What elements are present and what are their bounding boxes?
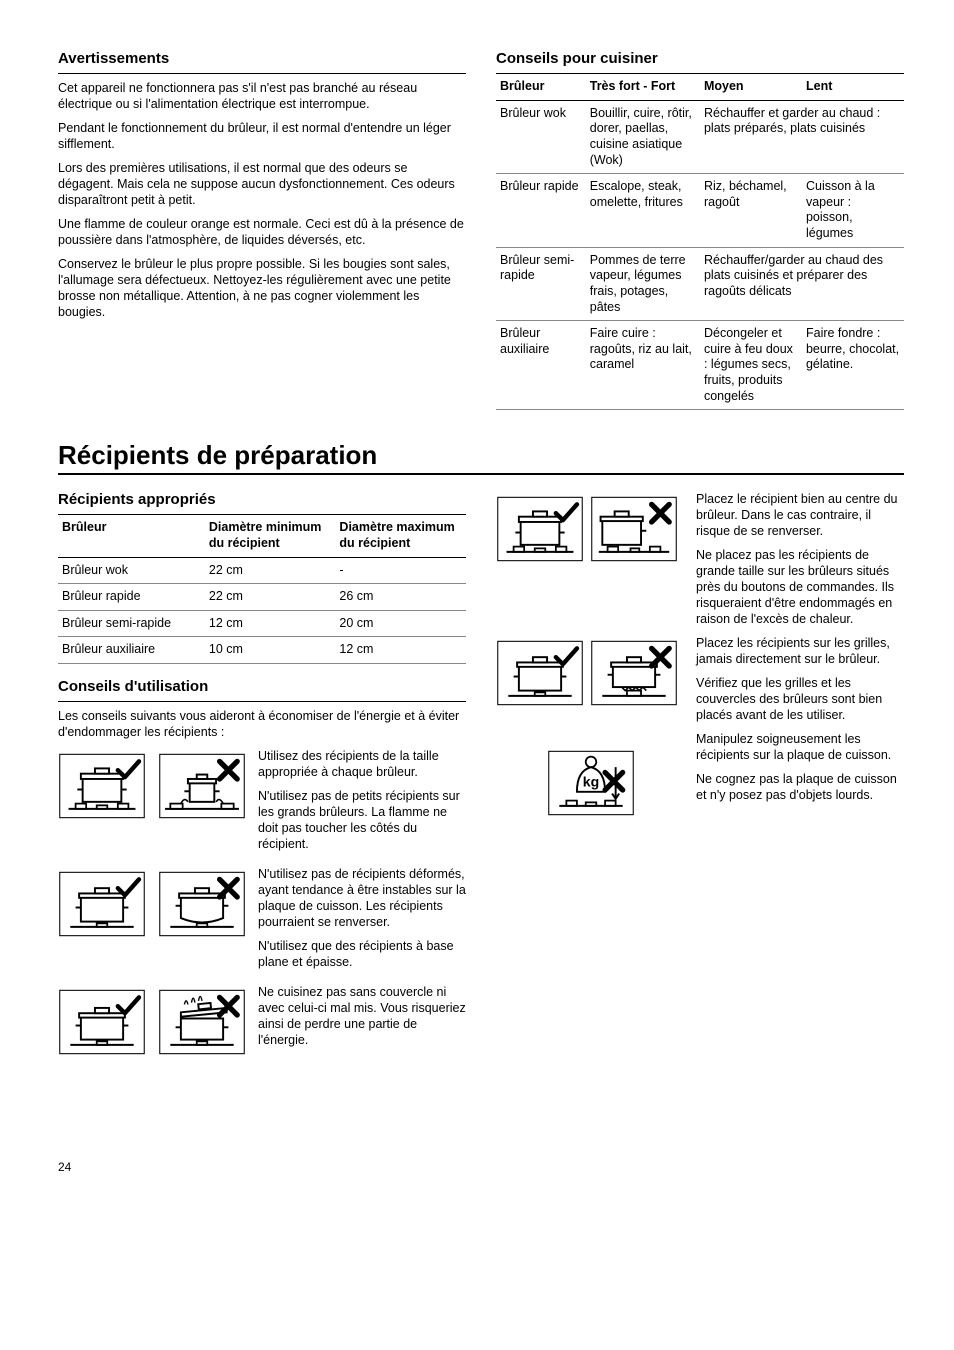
table-row: Brûleur rapideEscalope, steak, omelette,… [496, 174, 904, 248]
cooking-th-1: Très fort - Fort [586, 74, 700, 101]
table-row: Brûleur auxiliaireFaire cuire : ragoûts,… [496, 321, 904, 410]
recipients-th-2: Diamètre maximum du récipient [335, 515, 466, 557]
cell: 26 cm [335, 584, 466, 611]
cooking-th-0: Brûleur [496, 74, 586, 101]
tip-left-4: Ne cuisinez pas sans couvercle ni avec c… [258, 984, 466, 1048]
recipients-th-1: Diamètre minimum du récipient [205, 515, 336, 557]
cell: Brûleur wok [58, 557, 205, 584]
cell-medium: Réchauffer et garder au chaud : plats pr… [700, 100, 904, 174]
warnings-title: Avertissements [58, 50, 466, 67]
warnings-p2: Lors des premières utilisations, il est … [58, 160, 466, 208]
table-row: Brûleur semi-rapidePommes de terre vapeu… [496, 247, 904, 321]
tip-right-4: Manipulez soigneusement les récipients s… [696, 731, 904, 763]
cooking-tips-section: Conseils pour cuisiner Brûleur Très fort… [496, 50, 904, 410]
cell-medium: Riz, béchamel, ragoût [700, 174, 802, 248]
table-row: Brûleur rapide22 cm26 cm [58, 584, 466, 611]
tip-left-1: N'utilisez pas de petits récipients sur … [258, 788, 466, 852]
cell-veryhigh: Escalope, steak, omelette, fritures [586, 174, 700, 248]
cell-burner: Brûleur wok [496, 100, 586, 174]
table-row: Brûleur wokBouillir, cuire, rôtir, dorer… [496, 100, 904, 174]
cell: 12 cm [335, 637, 466, 664]
cell-burner: Brûleur semi-rapide [496, 247, 586, 321]
warnings-p0: Cet appareil ne fonctionnera pas s'il n'… [58, 80, 466, 112]
cell-veryhigh: Faire cuire : ragoûts, riz au lait, cara… [586, 321, 700, 410]
pot-flat-base-icon [58, 866, 150, 942]
cell-burner: Brûleur auxiliaire [496, 321, 586, 410]
pot-centered-icon [496, 491, 584, 567]
preparation-title: Récipients de préparation [58, 440, 904, 475]
cell: 22 cm [205, 557, 336, 584]
cell: 20 cm [335, 610, 466, 637]
cell-slow: Faire fondre : beurre, chocolat, gélatin… [802, 321, 904, 410]
cell-medium: Décongeler et cuire à feu doux : légumes… [700, 321, 802, 410]
warnings-section: Avertissements Cet appareil ne fonctionn… [58, 50, 466, 410]
pot-offcenter-icon [590, 491, 678, 567]
cooking-th-3: Lent [802, 74, 904, 101]
pot-deformed-icon [158, 866, 250, 942]
warnings-p3: Une flamme de couleur orange est normale… [58, 216, 466, 248]
heavy-object-icon [547, 745, 635, 821]
recipients-th-0: Brûleur [58, 515, 205, 557]
usage-title: Conseils d'utilisation [58, 678, 466, 695]
cell: 12 cm [205, 610, 336, 637]
cell-veryhigh: Bouillir, cuire, rôtir, dorer, paellas, … [586, 100, 700, 174]
pot-correct-size-icon [58, 748, 150, 824]
cell: Brûleur semi-rapide [58, 610, 205, 637]
pot-on-grill-icon [496, 635, 584, 711]
tip-right-2: Placez les récipients sur les grilles, j… [696, 635, 904, 667]
cooking-tips-table: Brûleur Très fort - Fort Moyen Lent Brûl… [496, 73, 904, 410]
pot-lid-icon [58, 984, 150, 1060]
table-row: Brûleur semi-rapide12 cm20 cm [58, 610, 466, 637]
right-tips-column: Placez le récipient bien au centre du br… [496, 491, 904, 1060]
tip-left-3: N'utilisez que des récipients à base pla… [258, 938, 466, 970]
recipients-title: Récipients appropriés [58, 491, 466, 508]
tip-right-0: Placez le récipient bien au centre du br… [696, 491, 904, 539]
page-number: 24 [58, 1160, 904, 1174]
cell-medium: Réchauffer/garder au chaud des plats cui… [700, 247, 904, 321]
cell-veryhigh: Pommes de terre vapeur, légumes frais, p… [586, 247, 700, 321]
cell: Brûleur rapide [58, 584, 205, 611]
recipients-column: Récipients appropriés Brûleur Diamètre m… [58, 491, 466, 1060]
cell-slow: Cuisson à la vapeur : poisson, légumes [802, 174, 904, 248]
tip-right-5: Ne cognez pas la plaque de cuisson et n'… [696, 771, 904, 803]
cell: Brûleur auxiliaire [58, 637, 205, 664]
pot-nolid-icon [158, 984, 250, 1060]
tip-right-3: Vérifiez que les grilles et les couvercl… [696, 675, 904, 723]
cell: 22 cm [205, 584, 336, 611]
tip-left-2: N'utilisez pas de récipients déformés, a… [258, 866, 466, 930]
usage-tips-left: Utilisez des récipients de la taille app… [58, 748, 466, 1060]
usage-intro: Les conseils suivants vous aideront à éc… [58, 708, 466, 740]
tip-right-1: Ne placez pas les récipients de grande t… [696, 547, 904, 627]
warnings-p1: Pendant le fonctionnement du brûleur, il… [58, 120, 466, 152]
table-row: Brûleur wok22 cm- [58, 557, 466, 584]
pot-on-burner-direct-icon [590, 635, 678, 711]
tip-left-0: Utilisez des récipients de la taille app… [258, 748, 466, 780]
cell: 10 cm [205, 637, 336, 664]
cell-burner: Brûleur rapide [496, 174, 586, 248]
cooking-th-2: Moyen [700, 74, 802, 101]
pot-small-burner-icon [158, 748, 250, 824]
table-row: Brûleur auxiliaire10 cm12 cm [58, 637, 466, 664]
cell: - [335, 557, 466, 584]
warnings-p4: Conservez le brûleur le plus propre poss… [58, 256, 466, 320]
recipients-table: Brûleur Diamètre minimum du récipient Di… [58, 514, 466, 664]
cooking-tips-title: Conseils pour cuisiner [496, 50, 904, 67]
